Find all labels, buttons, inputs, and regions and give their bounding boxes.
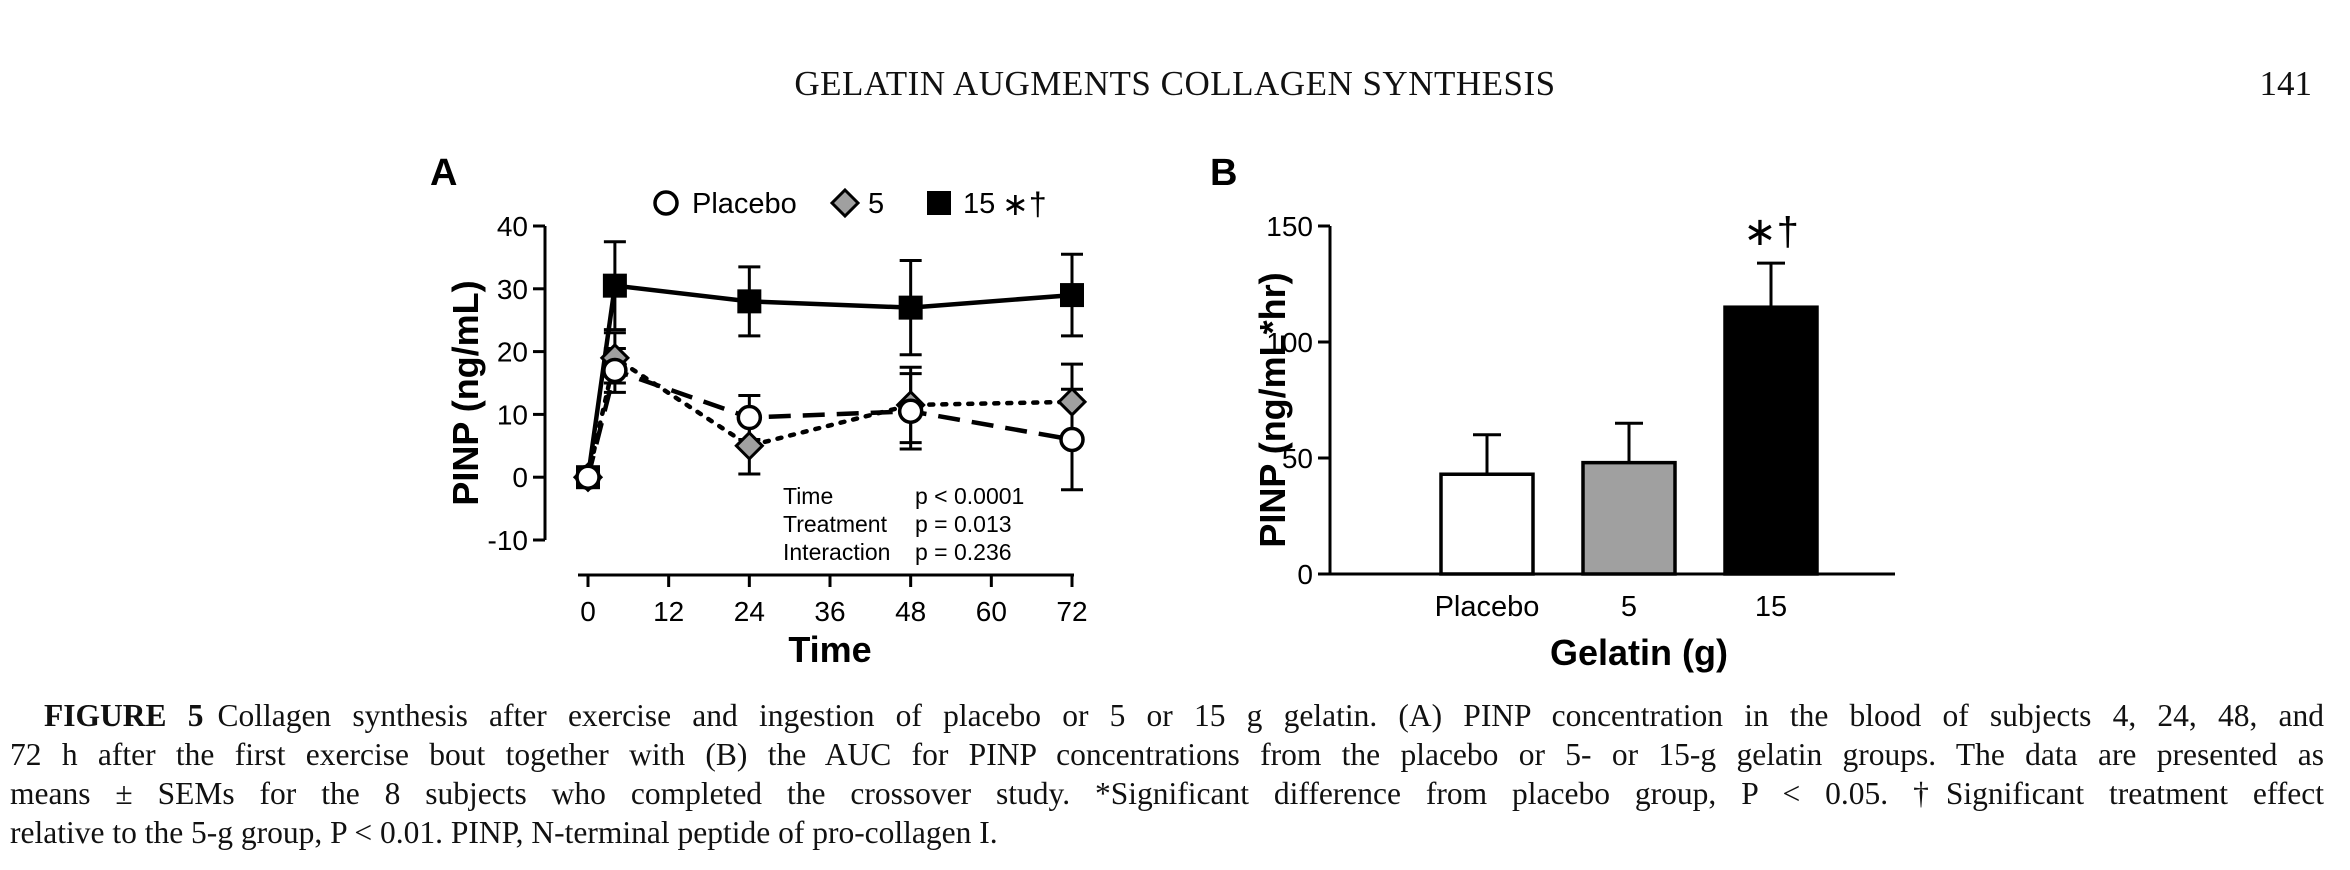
data-point-placebo (1059, 426, 1085, 453)
stats-label: Interaction (783, 539, 890, 565)
panel-b-label: B (1210, 152, 1237, 194)
legend-label-placebo: Placebo (692, 188, 797, 220)
bar-15 (1723, 305, 1819, 576)
stats-label: Treatment (783, 511, 888, 537)
bar-placebo (1439, 472, 1535, 576)
page-number: 141 (2259, 64, 2313, 103)
legend-marker-5 (829, 187, 861, 219)
y-tick-label: 100 (1266, 327, 1313, 358)
legend-marker-15 (927, 191, 951, 215)
y-tick-label: 50 (1282, 443, 1313, 474)
legend-label-15: 15 (963, 188, 995, 220)
caption-line-4: relative to the 5-g group, P < 0.01. PIN… (10, 815, 998, 850)
stats-value: p = 0.236 (915, 539, 1012, 565)
x-tick-label: 15 (1755, 591, 1787, 623)
significance-marker: ∗† (1743, 210, 1799, 254)
y-tick-label: 10 (497, 399, 528, 430)
stats-value: p < 0.0001 (915, 483, 1024, 509)
data-point-placebo (602, 357, 628, 384)
figure-caption: FIGURE 5 Collagen synthesis after exercis… (10, 696, 2324, 852)
data-point-15 (737, 289, 762, 314)
y-axis-title: PINP (ng/mL*hr) (1252, 272, 1293, 547)
x-tick-label: 0 (580, 596, 596, 627)
y-tick-label: 20 (497, 337, 528, 368)
caption-line-3: means ± SEMs for the 8 subjects who comp… (10, 776, 2324, 811)
caption-label: FIGURE 5 (44, 698, 204, 733)
x-tick-label: 24 (734, 596, 765, 627)
x-tick-label: 12 (653, 596, 684, 627)
y-tick-label: 0 (512, 462, 528, 493)
y-tick-label: 30 (497, 274, 528, 305)
x-tick-label: 72 (1056, 596, 1087, 627)
y-tick-label: -10 (488, 525, 528, 556)
caption-line-1: FIGURE 5 Collagen synthesis after exercis… (10, 696, 2324, 735)
data-point-placebo (736, 404, 763, 431)
data-point-5 (1056, 386, 1088, 417)
figure-5: A -10 0 10 20 30 40 PINP (ng/mL) 0 12 24 36 48 60 72 Ti… (430, 152, 1895, 673)
legend-marker-placebo (653, 190, 679, 216)
caption-line-2: 72 h after the first exercise bout toget… (10, 737, 2324, 772)
caption-text-1: Collagen synthesis after exercise and in… (217, 698, 2324, 733)
series-line-5 (585, 354, 1075, 480)
x-tick-label: Placebo (1435, 591, 1540, 623)
y-tick-label: 0 (1297, 559, 1313, 590)
x-axis-title: Gelatin (g) (1550, 632, 1728, 673)
data-point-placebo (575, 464, 601, 490)
panel-b: B 0 50 100 150 PINP (ng/mL*hr) Placebo 5 15 ∗† Gel… (1210, 152, 1895, 673)
running-head: GELATIN AUGMENTS COLLAGEN SYNTHESIS (794, 64, 1556, 103)
y-tick-label: 40 (497, 211, 528, 242)
series-line-15 (585, 283, 1073, 478)
y-tick-label: 150 (1266, 211, 1313, 242)
bar-5 (1581, 460, 1677, 576)
x-tick-label: 36 (814, 596, 845, 627)
x-tick-label: 48 (895, 596, 926, 627)
legend-significance: ∗† (1002, 186, 1047, 222)
x-tick-label: 5 (1621, 591, 1637, 623)
y-axis-title: PINP (ng/mL) (445, 280, 486, 505)
stats-value: p = 0.013 (915, 511, 1012, 537)
x-tick-label: 60 (976, 596, 1007, 627)
data-point-5 (734, 430, 765, 461)
panel-a: A -10 0 10 20 30 40 PINP (ng/mL) 0 12 24 36 48 60 72 Ti… (430, 152, 1088, 670)
data-point-15 (898, 295, 923, 320)
data-point-15 (1060, 283, 1084, 308)
data-point-15 (602, 273, 627, 298)
stats-label: Time (783, 483, 833, 509)
data-point-placebo (897, 398, 924, 425)
x-axis-title: Time (788, 629, 871, 670)
panel-a-label: A (430, 152, 457, 194)
legend-label-5: 5 (868, 188, 884, 220)
